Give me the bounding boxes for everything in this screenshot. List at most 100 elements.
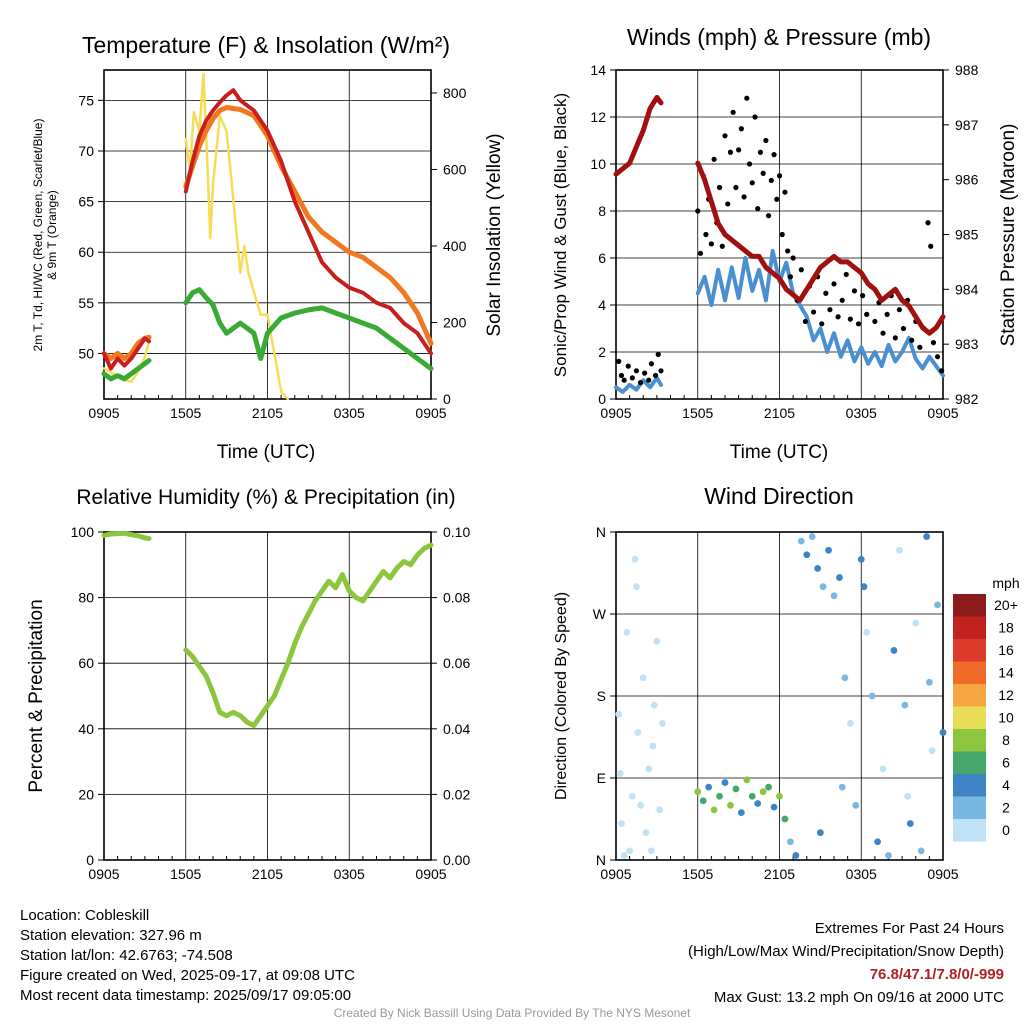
direction-point xyxy=(846,719,854,727)
station-latlon: Station lat/lon: 42.6763; -74.508 xyxy=(20,947,233,964)
direction-point xyxy=(616,770,624,777)
gust-point xyxy=(798,267,804,273)
insolation-line xyxy=(184,72,290,401)
legend-swatch xyxy=(953,819,986,842)
gust-point xyxy=(763,137,769,144)
direction-title: Wind Direction xyxy=(704,483,854,509)
legend-label: 2 xyxy=(1002,800,1010,816)
direction-point xyxy=(649,742,657,750)
temperature-title: Temperature (F) & Insolation (W/m²) xyxy=(82,32,450,58)
humidity-line xyxy=(183,542,434,728)
gust-point xyxy=(835,314,841,320)
right-tick-label: 600 xyxy=(443,161,467,177)
legend-swatch xyxy=(953,751,986,774)
legend-swatch xyxy=(953,774,986,797)
legend-swatch xyxy=(953,661,986,684)
gust-point xyxy=(790,255,796,261)
left-tick-label: 55 xyxy=(78,295,94,311)
extremes-subheading: (High/Low/Max Wind/Precipitation/Snow De… xyxy=(688,943,1004,960)
temperature-panel: Temperature (F) & Insolation (W/m²) Time… xyxy=(31,32,505,463)
gust-point xyxy=(621,377,627,383)
left-tick-label: 10 xyxy=(590,156,606,172)
direction-point xyxy=(623,628,631,636)
gust-point xyxy=(616,358,622,364)
gust-point xyxy=(774,196,780,202)
right-tick-label: 0.02 xyxy=(443,786,470,802)
credit-line: Created By Nick Bassill Using Data Provi… xyxy=(333,1006,691,1020)
humidity-line xyxy=(101,530,152,542)
time-tick-label: 0905 xyxy=(600,405,631,421)
gust-point xyxy=(733,184,739,191)
gust-point xyxy=(917,344,923,350)
direction-point xyxy=(797,537,805,545)
legend-label: 20+ xyxy=(994,597,1018,613)
max-gust: Max Gust: 13.2 mph On 09/16 at 2000 UTC xyxy=(713,989,1004,1006)
gust-point xyxy=(880,330,886,336)
gust-point xyxy=(766,213,772,219)
time-tick-label: 1505 xyxy=(682,866,713,882)
time-tick-label: 0905 xyxy=(415,866,446,882)
left-tick-label: 12 xyxy=(590,109,606,125)
left-tick-label: 4 xyxy=(598,297,606,313)
direction-point xyxy=(694,788,702,796)
right-tick-label: 800 xyxy=(443,85,467,101)
legend-label: 4 xyxy=(1002,777,1010,793)
direction-point xyxy=(808,533,816,540)
legend-swatch xyxy=(953,684,986,707)
legend-swatch xyxy=(953,729,986,752)
legend-label: 6 xyxy=(1002,755,1010,771)
gust-point xyxy=(625,363,631,369)
pressure-line xyxy=(695,160,946,336)
direction-point xyxy=(819,583,827,591)
gust-point xyxy=(934,354,941,360)
gust-point xyxy=(695,208,701,214)
left-tick-label: 2 xyxy=(598,344,606,360)
direction-point xyxy=(906,820,914,827)
right-tick-label: 0.00 xyxy=(443,852,470,868)
left-tick-label: N xyxy=(596,852,606,868)
gust-point xyxy=(727,149,734,155)
gust-point xyxy=(711,156,717,162)
plot-frame xyxy=(615,69,944,400)
left-tick-label: E xyxy=(597,770,606,786)
left-tick-label: 6 xyxy=(598,250,606,266)
direction-point xyxy=(628,792,636,800)
legend-swatch xyxy=(953,616,986,639)
direction-point xyxy=(754,800,762,807)
legend-swatch xyxy=(953,639,986,662)
direction-point xyxy=(901,701,909,709)
left-tick-label: N xyxy=(596,524,606,540)
gust-point xyxy=(730,109,736,115)
direction-point xyxy=(710,806,718,814)
gust-point xyxy=(831,281,837,287)
dewpoint-line xyxy=(101,358,152,382)
speed-color-legend: mph 20+ 18 16 14 12 10 8 6 4 2 0 xyxy=(953,575,1020,842)
gust-point xyxy=(648,361,655,367)
wind-speed-line xyxy=(695,248,945,378)
direction-point xyxy=(939,729,947,736)
legend-label: 12 xyxy=(998,687,1014,703)
direction-point xyxy=(896,546,903,554)
direction-point xyxy=(852,801,860,809)
gust-point xyxy=(896,307,903,313)
direction-point xyxy=(650,701,658,709)
right-tick-label: 983 xyxy=(955,336,979,352)
time-tick-label: 1505 xyxy=(170,866,201,882)
gust-point xyxy=(646,377,652,383)
direction-point xyxy=(748,792,756,800)
gust-point xyxy=(860,293,866,299)
direction-point xyxy=(776,792,783,800)
gust-point xyxy=(749,180,755,186)
left-tick-label: 20 xyxy=(78,786,94,802)
humidity-ylabel: Percent & Precipitation xyxy=(26,599,47,792)
direction-point xyxy=(656,806,663,814)
direction-point xyxy=(658,719,666,727)
time-tick-label: 0905 xyxy=(88,866,119,882)
direction-point xyxy=(904,792,911,800)
direction-point xyxy=(917,847,925,855)
wind-panel: Winds (mph) & Pressure (mb) Time (UTC) S… xyxy=(551,24,1019,463)
direction-point xyxy=(912,619,920,627)
direction-point xyxy=(860,583,868,591)
direction-point xyxy=(781,815,789,823)
